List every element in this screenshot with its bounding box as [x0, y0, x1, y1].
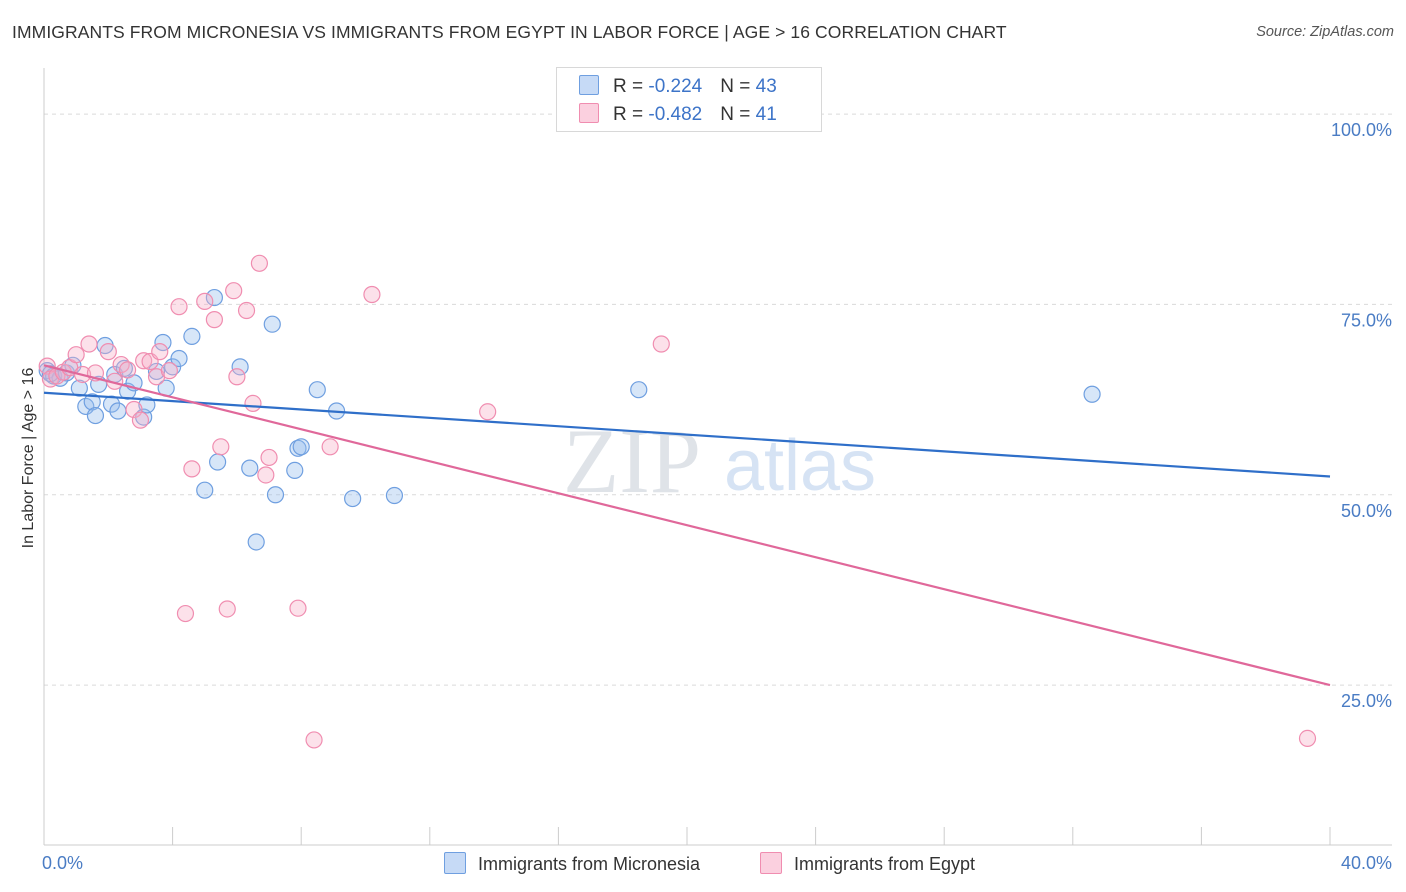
data-point-egypt [118, 361, 137, 379]
legend-n-label: N = [720, 104, 756, 125]
series-legend: Immigrants from Micronesia Immigrants fr… [0, 852, 1406, 878]
data-point-micronesia [231, 358, 249, 376]
data-point-egypt [218, 600, 236, 618]
data-point-micronesia [205, 288, 223, 307]
y-tick-label: 100.0% [1331, 120, 1392, 140]
data-point-micronesia [147, 362, 166, 381]
trend-line-egypt [43, 364, 1331, 687]
data-point-egypt [67, 346, 85, 364]
data-point-egypt [125, 400, 143, 419]
data-point-egypt [170, 298, 188, 316]
y-tick-labels: 100.0% 75.0% 50.0% 25.0% [1331, 120, 1392, 711]
series-legend-micronesia: Immigrants from Micronesia [444, 852, 700, 875]
x-tick-label-right: 40.0% [1341, 853, 1392, 873]
legend-r-value: -0.482 [648, 104, 703, 125]
legend-n-label: N = [720, 76, 756, 97]
legend-n-value: 41 [755, 104, 777, 125]
data-point-egypt [212, 438, 230, 456]
legend-row-egypt: R = -0.482 N = 41 [579, 103, 777, 127]
data-point-egypt [160, 362, 178, 380]
data-point-egypt [151, 343, 169, 361]
x-tick-labels: 0.0% 40.0% [42, 853, 1392, 873]
data-point-egypt [196, 292, 214, 310]
data-point-micronesia [183, 327, 201, 345]
data-point-micronesia [263, 315, 281, 333]
series-name: Immigrants from Egypt [794, 854, 976, 874]
data-point-egypt [176, 604, 195, 623]
data-point-micronesia [70, 379, 88, 397]
data-point-micronesia [138, 396, 156, 414]
trend-line-micronesia [43, 391, 1331, 478]
y-tick-label: 75.0% [1341, 310, 1392, 330]
legend-n-value: 43 [755, 76, 777, 97]
x-tick-label-left: 0.0% [42, 853, 83, 873]
data-point-egypt [652, 335, 670, 353]
data-point-micronesia [266, 486, 285, 504]
legend-r-label: R = [613, 76, 649, 97]
data-point-micronesia [83, 393, 101, 411]
data-point-micronesia [1083, 385, 1101, 403]
data-point-micronesia [170, 349, 188, 368]
y-axis-label: In Labor Force | Age > 16 [20, 368, 37, 549]
data-point-micronesia [241, 459, 259, 477]
data-point-micronesia [286, 461, 304, 479]
data-point-egypt [131, 411, 150, 429]
data-point-micronesia [630, 381, 648, 399]
data-point-micronesia [109, 402, 127, 420]
series-swatch-micronesia [444, 852, 466, 874]
data-point-egypt [479, 403, 497, 421]
watermark-zip: ZIP [563, 410, 701, 512]
data-point-micronesia [247, 533, 265, 551]
legend-swatch-egypt [579, 103, 599, 123]
data-point-micronesia [196, 481, 214, 499]
legend-row-micronesia: R = -0.224 N = 43 [579, 75, 777, 99]
data-point-egypt [1298, 729, 1317, 748]
data-point-egypt [257, 466, 275, 484]
y-tick-label: 50.0% [1341, 501, 1392, 521]
data-point-egypt [250, 254, 269, 272]
data-point-egypt [363, 285, 381, 304]
data-point-egypt [244, 394, 262, 412]
stats-legend: R = -0.224 N = 43 R = -0.482 N = 41 [556, 67, 822, 132]
data-point-egypt [225, 282, 243, 300]
legend-r-label: R = [613, 104, 649, 125]
data-point-micronesia [292, 438, 310, 456]
data-point-egypt [237, 301, 256, 320]
data-point-micronesia [86, 406, 105, 425]
data-point-micronesia [154, 333, 172, 352]
data-point-egypt [289, 599, 307, 617]
data-point-egypt [205, 311, 223, 329]
chart-title: IMMIGRANTS FROM MICRONESIA VS IMMIGRANTS… [12, 22, 1007, 42]
data-point-egypt [305, 731, 323, 749]
data-point-micronesia [344, 489, 362, 508]
data-point-egypt [183, 460, 201, 478]
data-point-egypt [260, 448, 278, 467]
source-credit: Source: ZipAtlas.com [1256, 24, 1394, 40]
series-name: Immigrants from Micronesia [478, 854, 701, 874]
legend-r-value: -0.224 [648, 76, 703, 97]
data-point-egypt [228, 368, 246, 386]
data-point-egypt [135, 352, 153, 370]
axes [43, 68, 1392, 846]
watermark: ZIP atlas [563, 410, 876, 512]
series-legend-egypt: Immigrants from Egypt [760, 852, 975, 875]
data-point-micronesia [308, 381, 326, 399]
y-tick-label: 25.0% [1341, 691, 1392, 711]
series-swatch-egypt [760, 852, 782, 874]
data-point-micronesia [209, 453, 227, 471]
data-point-egypt [99, 343, 117, 361]
data-point-egypt [321, 438, 339, 456]
data-point-micronesia [385, 486, 404, 505]
legend-swatch-micronesia [579, 75, 599, 95]
data-point-egypt [80, 335, 98, 353]
trend-lines [43, 364, 1331, 687]
